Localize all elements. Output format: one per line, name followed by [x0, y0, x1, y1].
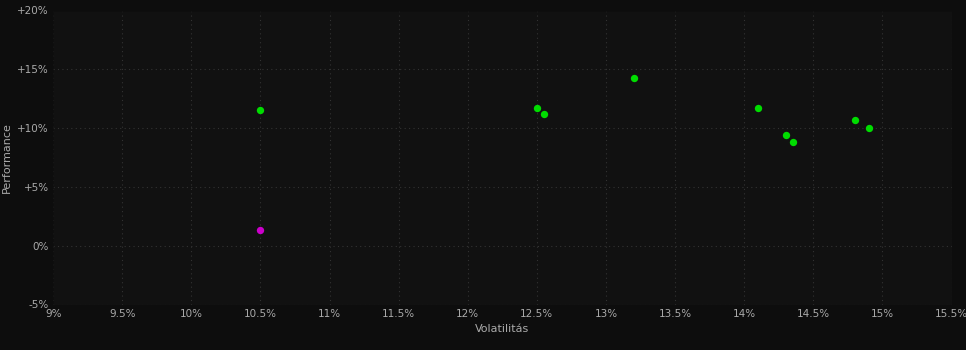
Point: [784, 139, 800, 145]
Point: [751, 105, 766, 111]
Point: [626, 75, 641, 80]
Point: [861, 125, 876, 131]
Point: [536, 111, 552, 117]
Y-axis label: Performance: Performance: [2, 122, 12, 193]
Point: [847, 117, 863, 122]
Point: [253, 108, 269, 113]
Point: [529, 105, 545, 111]
Point: [778, 132, 793, 138]
Point: [253, 228, 269, 233]
X-axis label: Volatilitás: Volatilitás: [475, 324, 529, 334]
